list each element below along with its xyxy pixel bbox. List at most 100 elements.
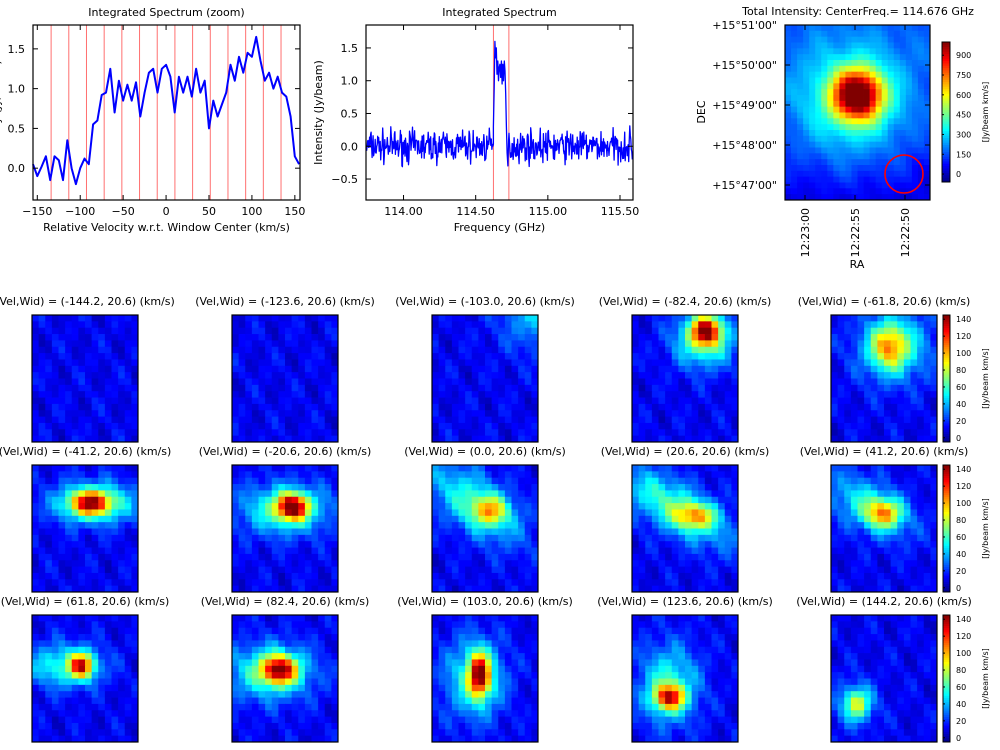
heatmap-cell — [318, 722, 326, 730]
heatmap-cell — [905, 54, 913, 61]
heatmap-cell — [45, 321, 53, 329]
heatmap-cell — [271, 710, 279, 717]
heatmap-cell — [451, 465, 459, 472]
heatmap-cell — [304, 691, 312, 698]
heatmap-cell — [78, 515, 86, 523]
heatmap-cell — [251, 429, 259, 437]
heatmap-cell — [85, 378, 93, 386]
heatmap-cell — [691, 378, 699, 386]
heatmap-cell — [291, 365, 299, 373]
heatmap-cell — [458, 515, 466, 523]
heatmap-cell — [910, 579, 918, 587]
heatmap-cell — [864, 547, 872, 555]
heatmap-cell — [923, 36, 931, 43]
heatmap-cell — [265, 627, 273, 635]
heatmap-cell — [331, 372, 339, 379]
heatmap-cell — [704, 579, 712, 587]
heatmap-cell — [232, 359, 240, 367]
heatmap-cell — [851, 83, 858, 90]
heatmap-cell — [278, 653, 286, 660]
heatmap-cell — [718, 429, 726, 437]
heatmap-cell — [864, 340, 872, 348]
colorbar-cell — [942, 123, 950, 127]
heatmap-cell — [910, 553, 918, 561]
heatmap-cell — [827, 83, 834, 90]
heatmap-cell — [827, 54, 834, 61]
colorbar-cell — [942, 175, 950, 178]
heatmap-cell — [451, 384, 459, 392]
heatmap-cell — [298, 372, 306, 379]
heatmap-cell — [887, 100, 895, 108]
heatmap-cell — [917, 141, 925, 148]
heatmap-cell — [645, 372, 653, 379]
heatmap-cell — [821, 112, 828, 119]
heatmap-cell — [51, 378, 59, 386]
heatmap-cell — [98, 484, 106, 491]
heatmap-cell — [905, 83, 913, 90]
heatmap-cell — [850, 585, 858, 593]
heatmap-cell — [304, 528, 312, 536]
heatmap-cell — [632, 315, 640, 322]
heatmap-cell — [238, 410, 246, 417]
heatmap-cell — [331, 403, 339, 411]
heatmap-cell — [324, 365, 332, 373]
heatmap-cell — [291, 397, 299, 405]
heatmap-cell — [531, 353, 539, 360]
heatmap-cell — [91, 372, 99, 379]
heatmap-cell — [518, 640, 526, 648]
heatmap-cell — [331, 391, 339, 398]
heatmap-cell — [899, 182, 907, 189]
heatmap-cell — [485, 378, 493, 386]
heatmap-cell — [238, 372, 246, 379]
heatmap-cell — [809, 77, 816, 84]
heatmap-cell — [285, 722, 293, 730]
heatmap-cell — [71, 327, 79, 335]
heatmap-cell — [465, 435, 473, 443]
heatmap-cell — [803, 77, 810, 84]
heatmap-cell — [731, 384, 739, 392]
heatmap-cell — [821, 176, 828, 183]
heatmap-cell — [881, 118, 889, 125]
heatmap-cell — [685, 410, 693, 417]
heatmap-cell — [298, 640, 306, 648]
heatmap-cell — [104, 410, 112, 417]
heatmap-cell — [45, 410, 53, 417]
heatmap-cell — [131, 465, 139, 472]
heatmap-cell — [318, 340, 326, 348]
heatmap-cell — [491, 640, 499, 648]
heatmap-cell — [85, 359, 93, 367]
heatmap-cell — [91, 672, 99, 679]
heatmap-cell — [678, 566, 686, 574]
heatmap-cell — [38, 410, 46, 417]
heatmap-cell — [893, 77, 901, 84]
heatmap-cell — [111, 566, 119, 574]
heatmap-cell — [511, 334, 519, 341]
heatmap-cell — [839, 77, 846, 84]
heatmap-cell — [791, 25, 798, 32]
heatmap-cell — [91, 627, 99, 635]
heatmap-cell — [71, 503, 79, 510]
heatmap-cell — [691, 315, 699, 322]
heatmap-cell — [531, 334, 539, 341]
heatmap-cell — [518, 422, 526, 430]
heatmap-cell — [632, 416, 640, 424]
heatmap-cell — [445, 391, 453, 398]
heatmap-cell — [897, 560, 905, 567]
heatmap-cell — [438, 659, 446, 667]
heatmap-cell — [899, 95, 907, 102]
heatmap-cell — [671, 560, 679, 567]
heatmap-cell — [632, 572, 640, 580]
heatmap-cell — [651, 515, 659, 523]
heatmap-cell — [291, 515, 299, 523]
heatmap-cell — [111, 665, 119, 673]
heatmap-cell — [245, 484, 253, 491]
heatmap-cell — [451, 560, 459, 567]
heatmap-cell — [291, 384, 299, 392]
heatmap-cell — [85, 435, 93, 443]
heatmap-cell — [318, 484, 326, 491]
heatmap-cell — [104, 515, 112, 523]
heatmap-cell — [651, 465, 659, 472]
heatmap-cell — [923, 77, 931, 84]
heatmap-cell — [658, 391, 666, 398]
heatmap-cell — [445, 515, 453, 523]
